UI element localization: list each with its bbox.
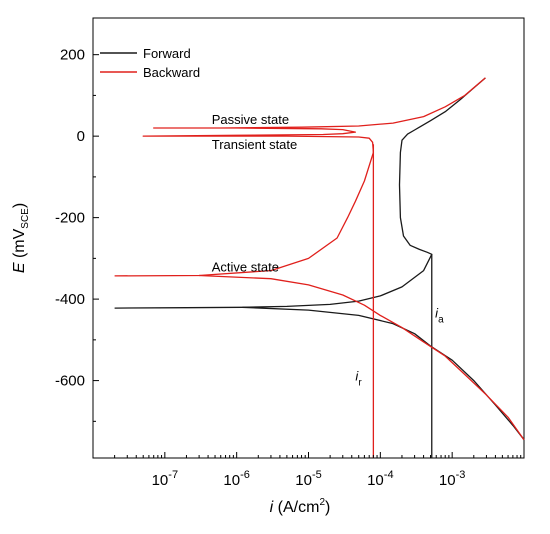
- x-axis-label: i (A/cm2): [270, 497, 331, 516]
- y-axis-close: ): [11, 203, 28, 208]
- x-axis-close: ): [325, 499, 330, 516]
- y-tick-label: -200: [55, 210, 85, 227]
- y-tick-label: -600: [55, 373, 85, 390]
- legend: Forward Backward: [100, 46, 200, 80]
- y-tick-label: 0: [77, 128, 85, 145]
- y-axis-sub: SCE: [20, 208, 31, 229]
- annotation-transient: Transient state: [212, 137, 298, 152]
- y-axis-unit: (mV: [11, 228, 28, 262]
- annotations: Passive state Transient state Active state…: [212, 112, 444, 389]
- x-axis-sup: 2: [319, 497, 325, 508]
- series-backward-cathodic: [199, 274, 525, 441]
- y-tick-label: 200: [60, 47, 85, 64]
- y-tick-label: -400: [55, 291, 85, 308]
- x-tick-label: 10-7: [152, 469, 178, 489]
- annotation-ia: ia: [435, 305, 444, 325]
- legend-label-backward: Backward: [143, 65, 200, 80]
- x-axis-var: i: [270, 499, 274, 516]
- legend-label-forward: Forward: [143, 46, 191, 61]
- x-axis-unit: (A/cm: [273, 499, 319, 516]
- y-axis-label: E (mVSCE): [11, 203, 31, 273]
- x-tick-label: 10-6: [223, 469, 249, 489]
- series-forward-anodic: [114, 77, 486, 309]
- annotation-ir: ir: [355, 369, 362, 389]
- x-tick-label: 10-3: [439, 469, 465, 489]
- x-tick-label: 10-5: [295, 469, 321, 489]
- axis-layer: 200 0 -200 -400 -600 10-7 10-6 10-5 10-4 10-3: [55, 47, 522, 489]
- series-layer: [114, 77, 525, 458]
- plot-frame: [92, 17, 525, 459]
- x-tick-label: 10-4: [367, 469, 393, 489]
- series-backward-anodic: [114, 77, 486, 277]
- annotation-active: Active state: [212, 259, 279, 274]
- y-axis-var: E: [11, 262, 28, 273]
- series-forward-cathodic: [242, 306, 525, 441]
- annotation-passive: Passive state: [212, 112, 289, 127]
